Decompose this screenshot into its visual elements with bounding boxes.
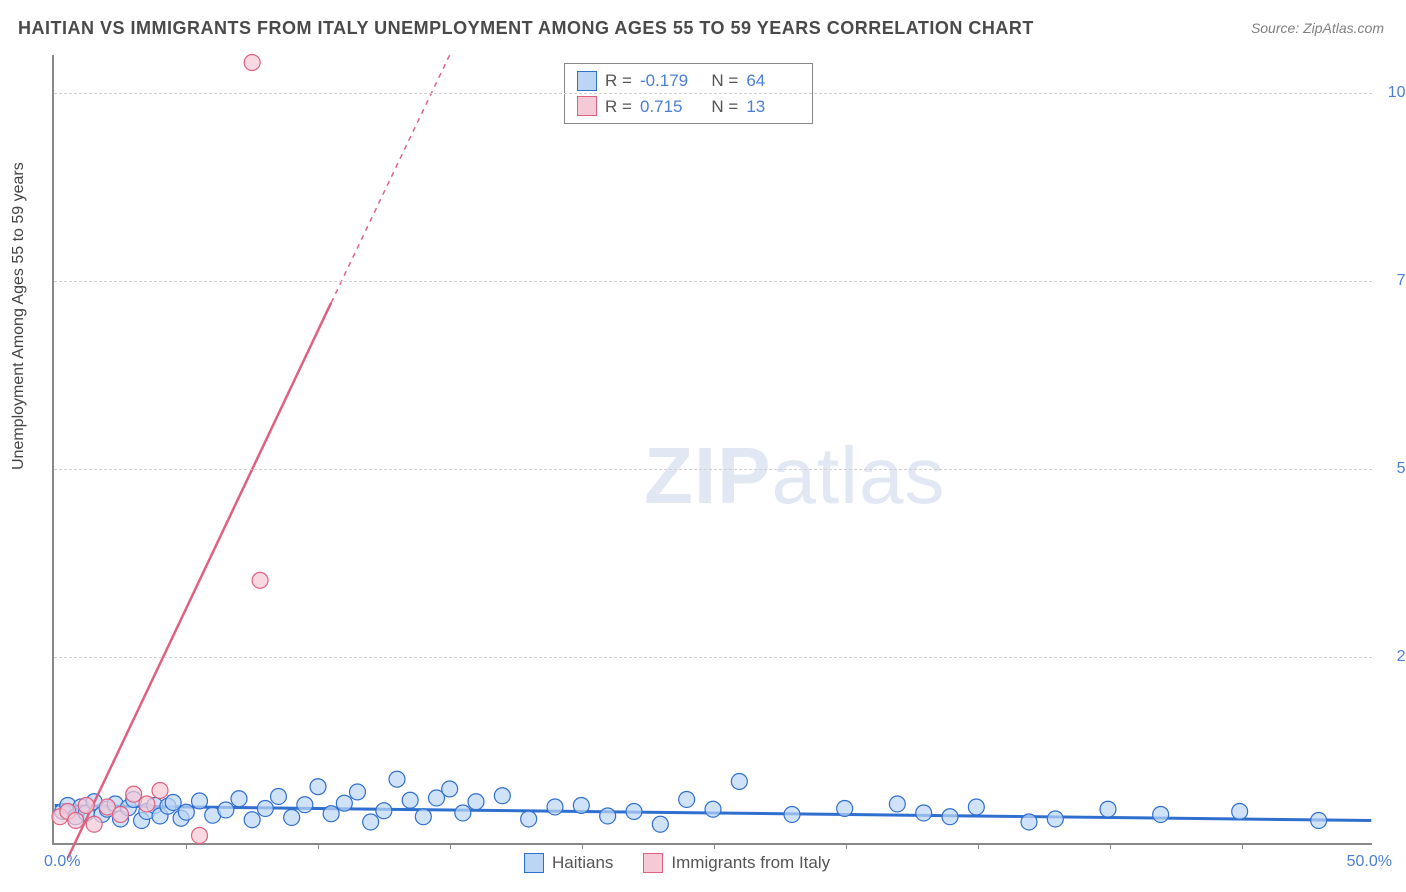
data-point xyxy=(521,811,537,827)
stat-r-value: -0.179 xyxy=(640,68,694,94)
x-tick xyxy=(450,843,451,849)
x-tick xyxy=(846,843,847,849)
data-point xyxy=(679,791,695,807)
data-point xyxy=(600,808,616,824)
data-point xyxy=(68,813,84,829)
gridline xyxy=(54,657,1372,658)
data-point xyxy=(1100,801,1116,817)
y-axis-label: Unemployment Among Ages 55 to 59 years xyxy=(10,162,28,470)
data-point xyxy=(415,809,431,825)
data-point xyxy=(1311,813,1327,829)
chart-title: HAITIAN VS IMMIGRANTS FROM ITALY UNEMPLO… xyxy=(18,18,1034,39)
data-point xyxy=(731,773,747,789)
data-point xyxy=(468,794,484,810)
source-attribution: Source: ZipAtlas.com xyxy=(1251,20,1384,36)
data-point xyxy=(547,799,563,815)
data-point xyxy=(126,786,142,802)
data-point xyxy=(284,810,300,826)
data-point xyxy=(1047,811,1063,827)
data-point xyxy=(442,781,458,797)
data-point xyxy=(244,812,260,828)
chart-svg xyxy=(54,55,1372,843)
data-point xyxy=(350,784,366,800)
data-point xyxy=(152,782,168,798)
stat-r-label: R = xyxy=(605,94,632,120)
legend-swatch xyxy=(577,96,597,116)
data-point xyxy=(784,807,800,823)
data-point xyxy=(86,816,102,832)
data-point xyxy=(968,799,984,815)
data-point xyxy=(271,788,287,804)
data-point xyxy=(78,797,94,813)
stat-n-value: 64 xyxy=(746,68,800,94)
stat-r-label: R = xyxy=(605,68,632,94)
data-point xyxy=(837,800,853,816)
x-tick xyxy=(1242,843,1243,849)
data-point xyxy=(1153,807,1169,823)
legend-item: Haitians xyxy=(524,853,613,873)
data-point xyxy=(389,771,405,787)
data-point xyxy=(402,792,418,808)
data-point xyxy=(626,804,642,820)
data-point xyxy=(297,797,313,813)
x-tick xyxy=(978,843,979,849)
legend-bottom: Haitians Immigrants from Italy xyxy=(524,853,830,873)
data-point xyxy=(1021,814,1037,830)
data-point xyxy=(257,800,273,816)
data-point xyxy=(705,801,721,817)
legend-label: Haitians xyxy=(552,853,613,873)
data-point xyxy=(252,572,268,588)
data-point xyxy=(494,788,510,804)
stats-row: R = 0.715 N = 13 xyxy=(577,94,800,120)
y-tick-label: 25.0% xyxy=(1397,648,1406,666)
data-point xyxy=(889,796,905,812)
stat-n-label: N = xyxy=(702,94,738,120)
x-tick-label-max: 50.0% xyxy=(1347,853,1392,871)
data-point xyxy=(942,809,958,825)
y-tick-label: 100.0% xyxy=(1388,84,1406,102)
x-tick xyxy=(186,843,187,849)
gridline xyxy=(54,281,1372,282)
legend-swatch xyxy=(643,853,663,873)
data-point xyxy=(310,779,326,795)
data-point xyxy=(916,805,932,821)
data-point xyxy=(113,807,129,823)
x-tick-label-min: 0.0% xyxy=(44,853,80,871)
data-point xyxy=(323,806,339,822)
trend-line xyxy=(68,303,331,858)
data-point xyxy=(178,804,194,820)
data-point xyxy=(244,55,260,71)
data-point xyxy=(1232,804,1248,820)
stat-n-value: 13 xyxy=(746,94,800,120)
legend-swatch xyxy=(577,71,597,91)
data-point xyxy=(376,803,392,819)
gridline xyxy=(54,93,1372,94)
x-tick xyxy=(582,843,583,849)
gridline xyxy=(54,469,1372,470)
y-tick-label: 75.0% xyxy=(1397,272,1406,290)
stats-row: R = -0.179 N = 64 xyxy=(577,68,800,94)
data-point xyxy=(218,802,234,818)
data-point xyxy=(363,814,379,830)
data-point xyxy=(165,794,181,810)
data-point xyxy=(139,796,155,812)
x-tick xyxy=(1110,843,1111,849)
x-tick xyxy=(318,843,319,849)
y-tick-label: 50.0% xyxy=(1397,460,1406,478)
data-point xyxy=(231,791,247,807)
data-point xyxy=(573,797,589,813)
data-point xyxy=(192,793,208,809)
plot-area: ZIPatlas R = -0.179 N = 64R = 0.715 N = … xyxy=(52,55,1372,845)
legend-swatch xyxy=(524,853,544,873)
data-point xyxy=(336,795,352,811)
stat-r-value: 0.715 xyxy=(640,94,694,120)
data-point xyxy=(652,816,668,832)
legend-label: Immigrants from Italy xyxy=(671,853,830,873)
legend-item: Immigrants from Italy xyxy=(643,853,830,873)
data-point xyxy=(192,828,208,844)
stat-n-label: N = xyxy=(702,68,738,94)
x-tick xyxy=(714,843,715,849)
data-point xyxy=(455,805,471,821)
